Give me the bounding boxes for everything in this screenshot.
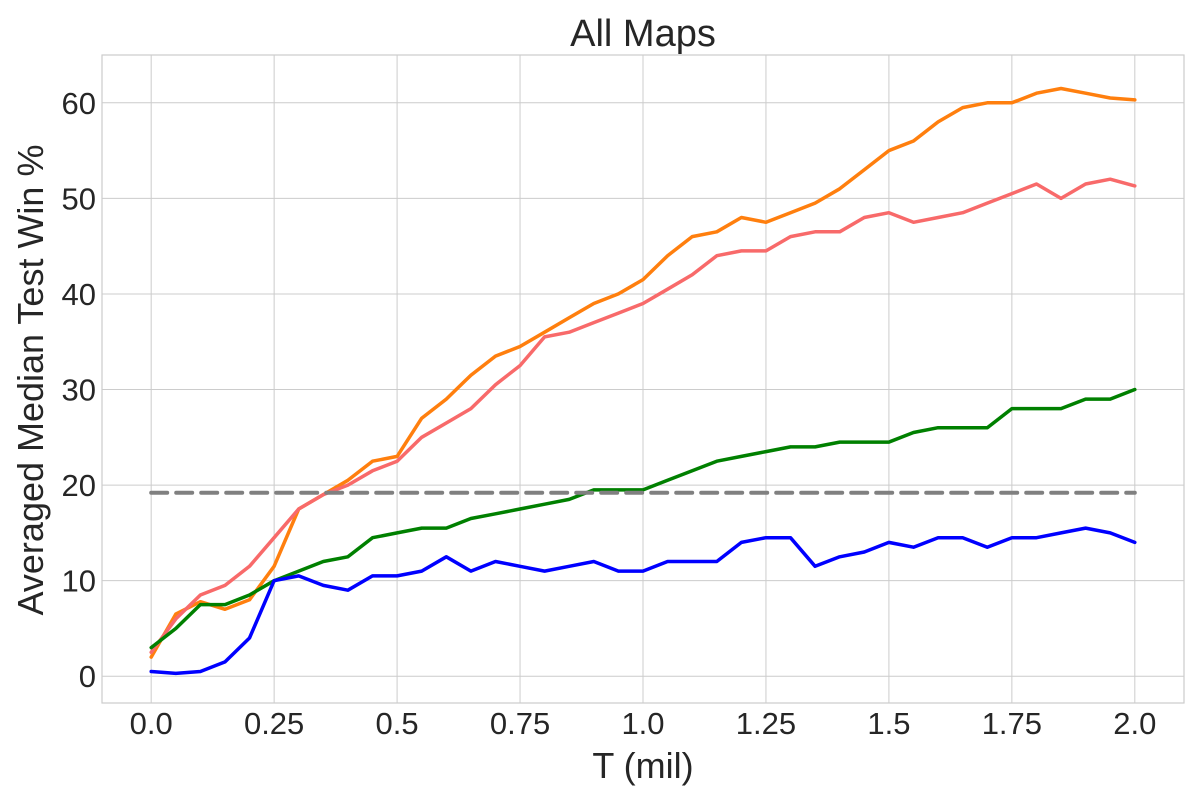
x-axis-ticks: 0.0 0.25 0.5 0.75 1.0 1.25 1.5 1.75 2.0 (130, 706, 1157, 741)
y-tick-label: 50 (62, 181, 96, 216)
y-tick-label: 0 (79, 659, 96, 694)
x-tick-label: 0.0 (130, 706, 173, 741)
x-tick-label: 0.75 (490, 706, 550, 741)
y-tick-label: 60 (62, 86, 96, 121)
x-tick-label: 1.5 (867, 706, 910, 741)
y-tick-label: 20 (62, 468, 96, 503)
y-tick-label: 10 (62, 564, 96, 599)
x-tick-label: 1.25 (736, 706, 796, 741)
y-axis-ticks: 0 10 20 30 40 50 60 (62, 86, 96, 694)
chart-title: All Maps (570, 13, 716, 55)
y-tick-label: 40 (62, 277, 96, 312)
y-tick-label: 30 (62, 373, 96, 408)
x-tick-label: 0.5 (376, 706, 419, 741)
x-axis-label: T (mil) (592, 745, 693, 786)
series-group (149, 86, 1137, 676)
x-tick-label: 0.25 (244, 706, 304, 741)
plot-area-frame (101, 54, 1185, 704)
y-axis-label: Averaged Median Test Win % (10, 145, 51, 616)
series-line-4 (149, 526, 1137, 676)
series-line-3 (149, 387, 1137, 650)
x-tick-label: 1.75 (982, 706, 1042, 741)
x-tick-label: 1.0 (621, 706, 664, 741)
series-line-2 (149, 177, 1137, 655)
x-tick-label: 2.0 (1113, 706, 1156, 741)
